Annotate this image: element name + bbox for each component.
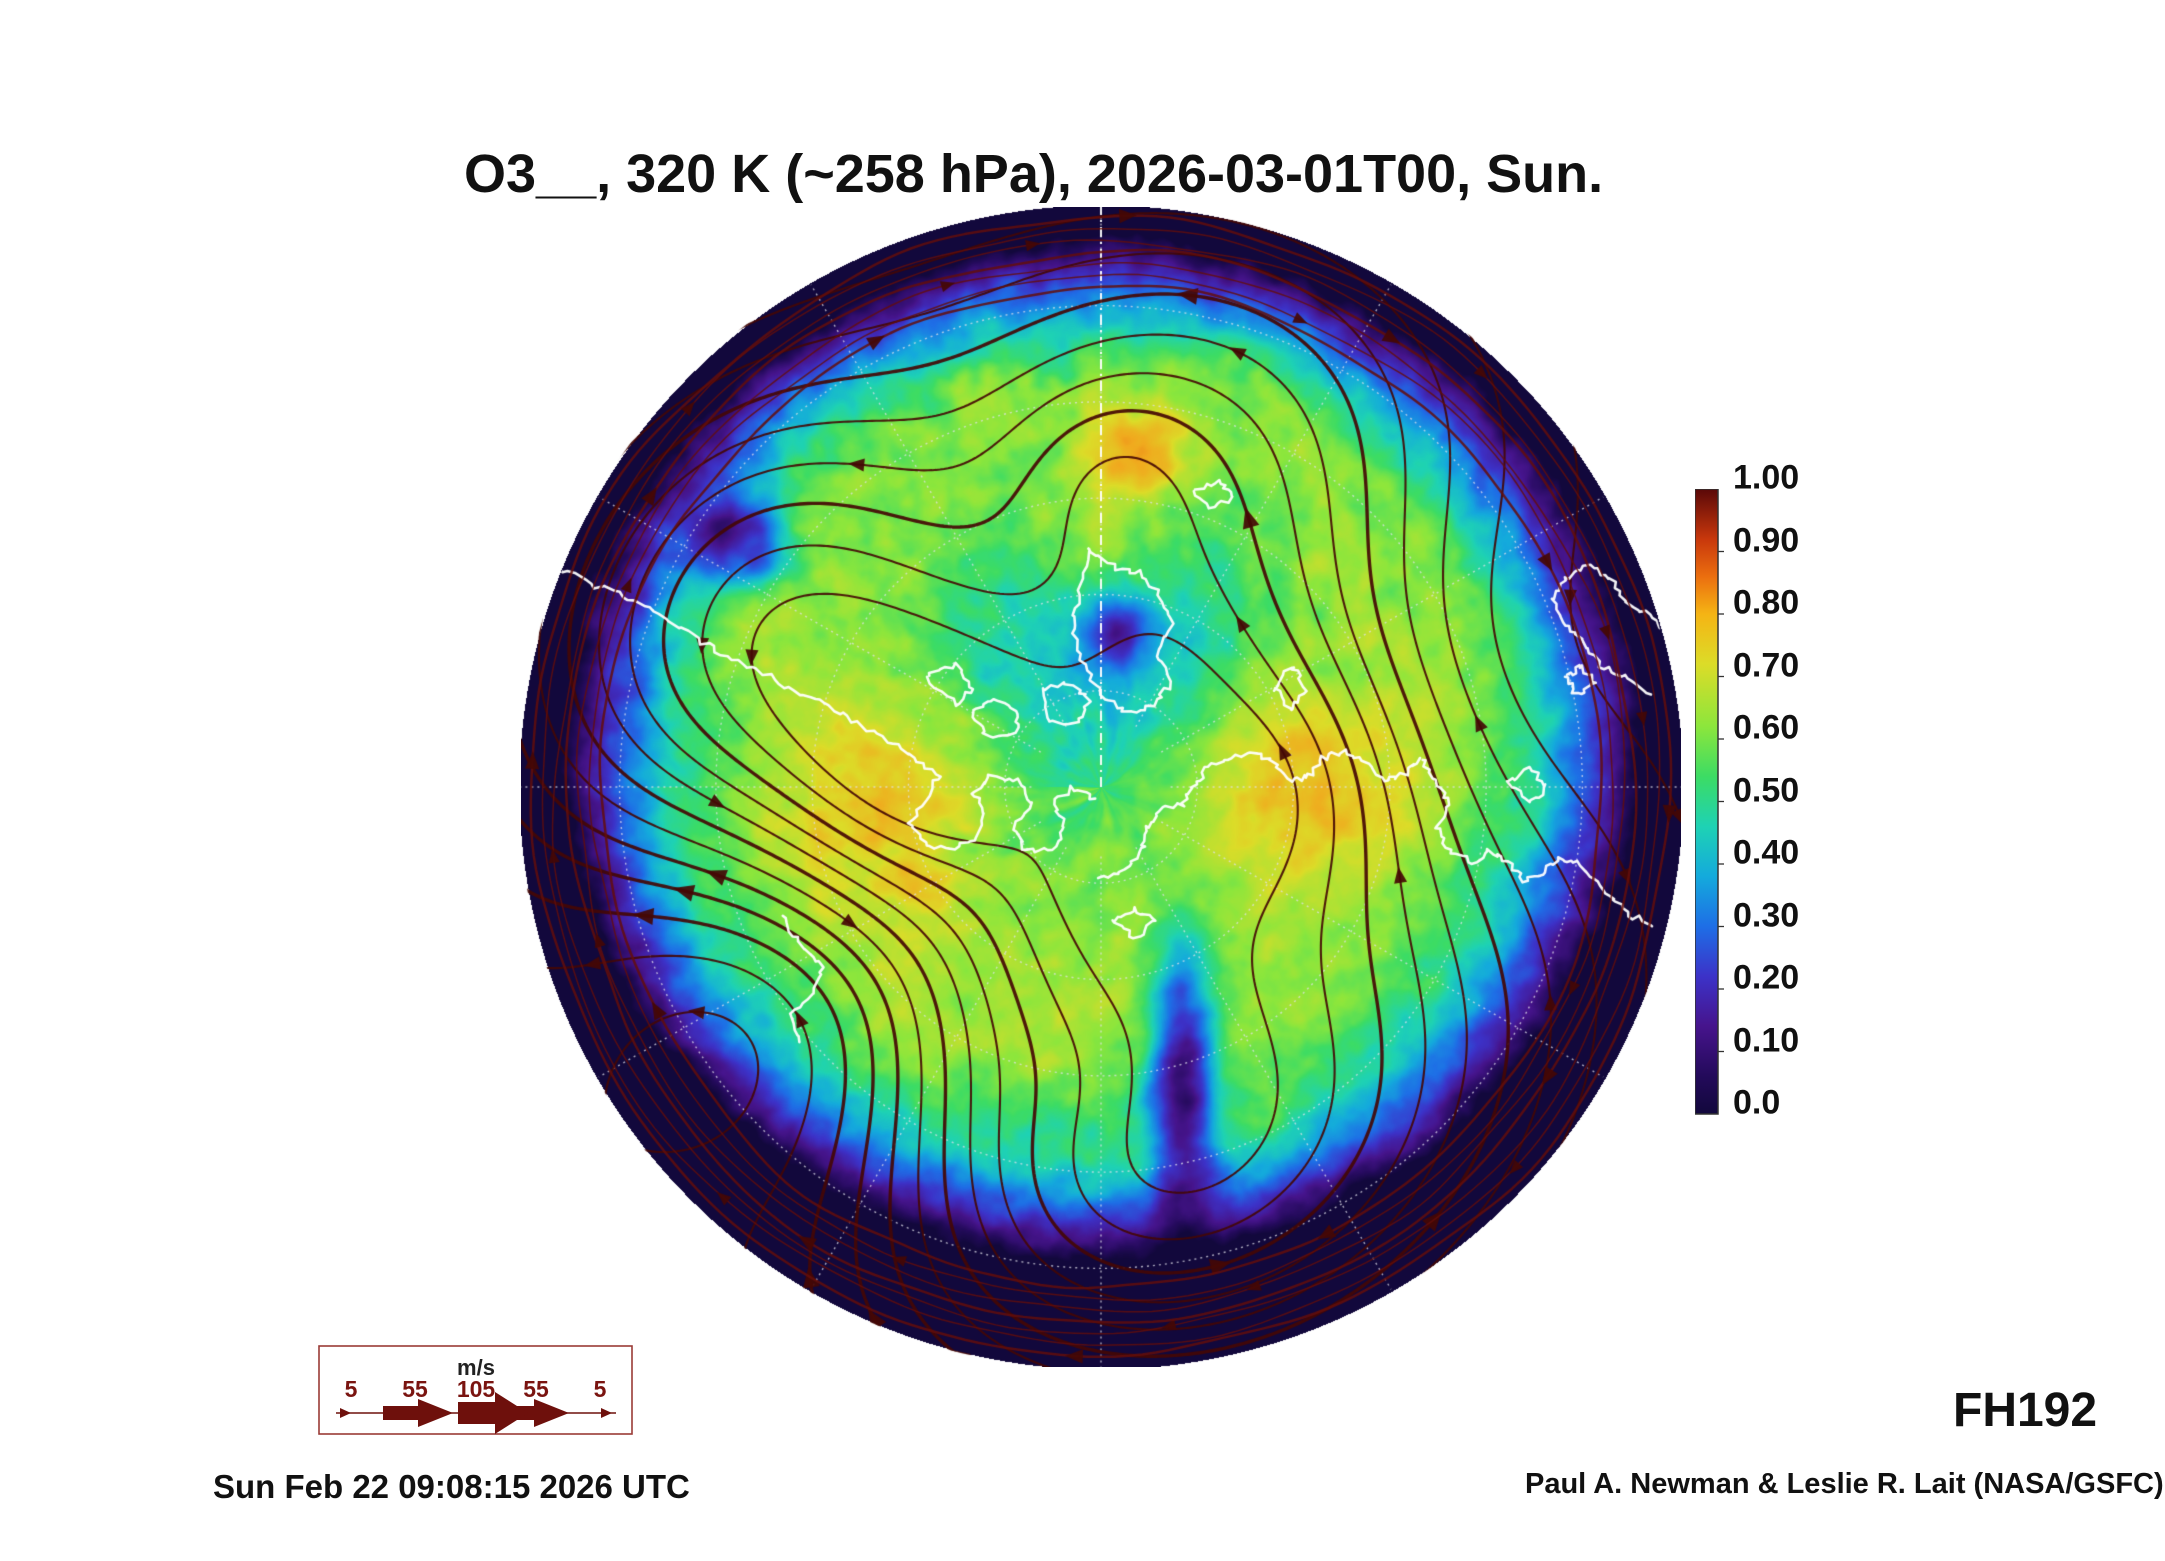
- svg-text:5: 5: [345, 1376, 358, 1402]
- svg-text:55: 55: [402, 1376, 428, 1402]
- svg-text:105: 105: [457, 1376, 496, 1402]
- svg-text:55: 55: [523, 1376, 549, 1402]
- svg-text:5: 5: [594, 1376, 607, 1402]
